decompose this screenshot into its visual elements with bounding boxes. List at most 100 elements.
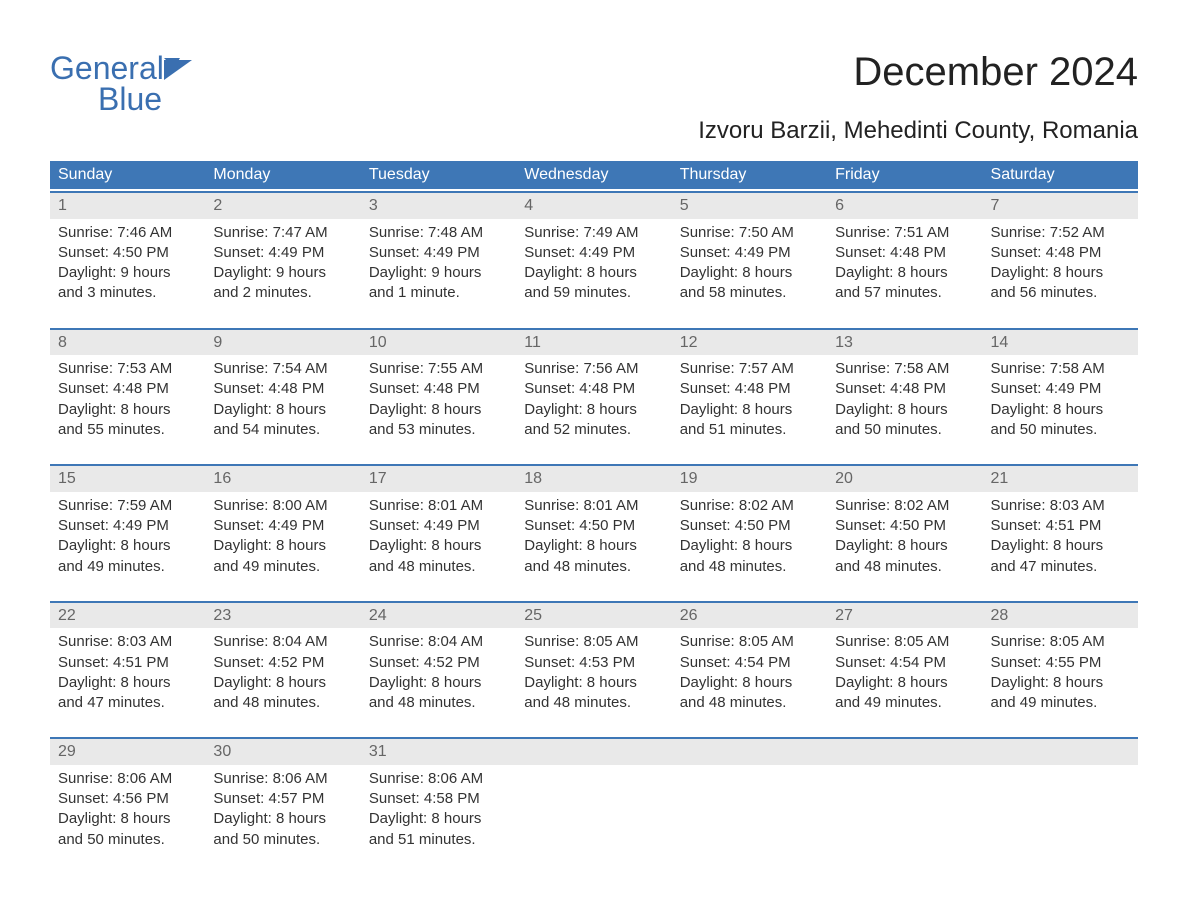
day-d2: and 55 minutes. <box>58 420 197 440</box>
day-sunrise: Sunrise: 7:58 AM <box>991 359 1130 379</box>
day-d1: Daylight: 8 hours <box>991 263 1130 283</box>
day-d2: and 49 minutes. <box>835 693 974 713</box>
day-d1: Daylight: 8 hours <box>991 673 1130 693</box>
day-sunrise: Sunrise: 8:03 AM <box>58 632 197 652</box>
day-cell: 16Sunrise: 8:00 AMSunset: 4:49 PMDayligh… <box>205 466 360 587</box>
day-d1: Daylight: 8 hours <box>58 809 197 829</box>
day-d1: Daylight: 8 hours <box>213 400 352 420</box>
day-number: 25 <box>516 603 671 629</box>
day-sunset: Sunset: 4:48 PM <box>835 379 974 399</box>
day-sunrise: Sunrise: 8:00 AM <box>213 496 352 516</box>
day-number: 21 <box>983 466 1138 492</box>
day-d2: and 59 minutes. <box>524 283 663 303</box>
day-sunrise: Sunrise: 8:03 AM <box>991 496 1130 516</box>
day-number: 13 <box>827 330 982 356</box>
day-number: 23 <box>205 603 360 629</box>
day-d2: and 48 minutes. <box>369 693 508 713</box>
day-sunset: Sunset: 4:51 PM <box>58 653 197 673</box>
day-number: 10 <box>361 330 516 356</box>
day-d1: Daylight: 8 hours <box>524 263 663 283</box>
day-number: 27 <box>827 603 982 629</box>
day-number: 11 <box>516 330 671 356</box>
day-d2: and 50 minutes. <box>213 830 352 850</box>
day-sunset: Sunset: 4:49 PM <box>369 243 508 263</box>
day-sunrise: Sunrise: 8:06 AM <box>213 769 352 789</box>
day-number: . <box>827 739 982 765</box>
day-sunrise: Sunrise: 8:02 AM <box>835 496 974 516</box>
day-sunrise: Sunrise: 7:51 AM <box>835 223 974 243</box>
week-row: 1Sunrise: 7:46 AMSunset: 4:50 PMDaylight… <box>50 191 1138 314</box>
day-d2: and 48 minutes. <box>524 693 663 713</box>
day-number: 30 <box>205 739 360 765</box>
day-d1: Daylight: 9 hours <box>213 263 352 283</box>
day-sunrise: Sunrise: 8:05 AM <box>524 632 663 652</box>
day-cell: 2Sunrise: 7:47 AMSunset: 4:49 PMDaylight… <box>205 193 360 314</box>
day-cell: 13Sunrise: 7:58 AMSunset: 4:48 PMDayligh… <box>827 330 982 451</box>
weekday-label: Wednesday <box>516 166 671 184</box>
day-cell: 31Sunrise: 8:06 AMSunset: 4:58 PMDayligh… <box>361 739 516 860</box>
day-d1: Daylight: 8 hours <box>369 400 508 420</box>
day-number: 20 <box>827 466 982 492</box>
day-sunset: Sunset: 4:52 PM <box>213 653 352 673</box>
calendar: Sunday Monday Tuesday Wednesday Thursday… <box>50 161 1138 860</box>
day-cell: 19Sunrise: 8:02 AMSunset: 4:50 PMDayligh… <box>672 466 827 587</box>
day-d2: and 50 minutes. <box>58 830 197 850</box>
page-title: December 2024 <box>698 50 1138 95</box>
day-cell: 26Sunrise: 8:05 AMSunset: 4:54 PMDayligh… <box>672 603 827 724</box>
day-cell: . <box>983 739 1138 860</box>
day-number: 8 <box>50 330 205 356</box>
weekday-label: Tuesday <box>361 166 516 184</box>
day-sunset: Sunset: 4:57 PM <box>213 789 352 809</box>
day-number: 28 <box>983 603 1138 629</box>
day-d2: and 48 minutes. <box>524 557 663 577</box>
day-sunset: Sunset: 4:49 PM <box>524 243 663 263</box>
logo: General Blue <box>50 50 194 118</box>
weeks-container: 1Sunrise: 7:46 AMSunset: 4:50 PMDaylight… <box>50 191 1138 860</box>
day-d1: Daylight: 8 hours <box>524 673 663 693</box>
day-cell: 27Sunrise: 8:05 AMSunset: 4:54 PMDayligh… <box>827 603 982 724</box>
day-cell: . <box>516 739 671 860</box>
day-cell: 14Sunrise: 7:58 AMSunset: 4:49 PMDayligh… <box>983 330 1138 451</box>
day-number: 7 <box>983 193 1138 219</box>
day-d1: Daylight: 8 hours <box>680 673 819 693</box>
day-cell: 24Sunrise: 8:04 AMSunset: 4:52 PMDayligh… <box>361 603 516 724</box>
day-sunset: Sunset: 4:48 PM <box>369 379 508 399</box>
day-d2: and 49 minutes. <box>991 693 1130 713</box>
day-cell: 20Sunrise: 8:02 AMSunset: 4:50 PMDayligh… <box>827 466 982 587</box>
day-sunset: Sunset: 4:49 PM <box>213 516 352 536</box>
day-sunrise: Sunrise: 8:04 AM <box>213 632 352 652</box>
day-d2: and 51 minutes. <box>369 830 508 850</box>
day-sunrise: Sunrise: 8:05 AM <box>991 632 1130 652</box>
day-cell: 1Sunrise: 7:46 AMSunset: 4:50 PMDaylight… <box>50 193 205 314</box>
day-sunrise: Sunrise: 7:56 AM <box>524 359 663 379</box>
day-number: 16 <box>205 466 360 492</box>
day-sunrise: Sunrise: 7:50 AM <box>680 223 819 243</box>
day-d2: and 3 minutes. <box>58 283 197 303</box>
day-number: 18 <box>516 466 671 492</box>
day-sunset: Sunset: 4:48 PM <box>835 243 974 263</box>
day-cell: 21Sunrise: 8:03 AMSunset: 4:51 PMDayligh… <box>983 466 1138 587</box>
day-cell: 29Sunrise: 8:06 AMSunset: 4:56 PMDayligh… <box>50 739 205 860</box>
day-d2: and 58 minutes. <box>680 283 819 303</box>
day-d2: and 49 minutes. <box>213 557 352 577</box>
day-cell: 11Sunrise: 7:56 AMSunset: 4:48 PMDayligh… <box>516 330 671 451</box>
day-d1: Daylight: 8 hours <box>369 809 508 829</box>
day-cell: 10 Sunrise: 7:55 AMSunset: 4:48 PMDayligh… <box>361 330 516 451</box>
day-cell: 25Sunrise: 8:05 AMSunset: 4:53 PMDayligh… <box>516 603 671 724</box>
day-d2: and 53 minutes. <box>369 420 508 440</box>
day-d2: and 2 minutes. <box>213 283 352 303</box>
day-d2: and 47 minutes. <box>58 693 197 713</box>
day-number: . <box>672 739 827 765</box>
day-sunrise: Sunrise: 8:02 AM <box>680 496 819 516</box>
day-sunrise: Sunrise: 7:55 AM <box>369 359 508 379</box>
day-sunset: Sunset: 4:50 PM <box>58 243 197 263</box>
day-d1: Daylight: 8 hours <box>680 263 819 283</box>
day-sunrise: Sunrise: 7:58 AM <box>835 359 974 379</box>
day-number: 29 <box>50 739 205 765</box>
day-d2: and 50 minutes. <box>835 420 974 440</box>
day-d1: Daylight: 8 hours <box>58 400 197 420</box>
day-d2: and 49 minutes. <box>58 557 197 577</box>
day-sunset: Sunset: 4:48 PM <box>524 379 663 399</box>
day-cell: 28Sunrise: 8:05 AMSunset: 4:55 PMDayligh… <box>983 603 1138 724</box>
day-sunrise: Sunrise: 7:46 AM <box>58 223 197 243</box>
